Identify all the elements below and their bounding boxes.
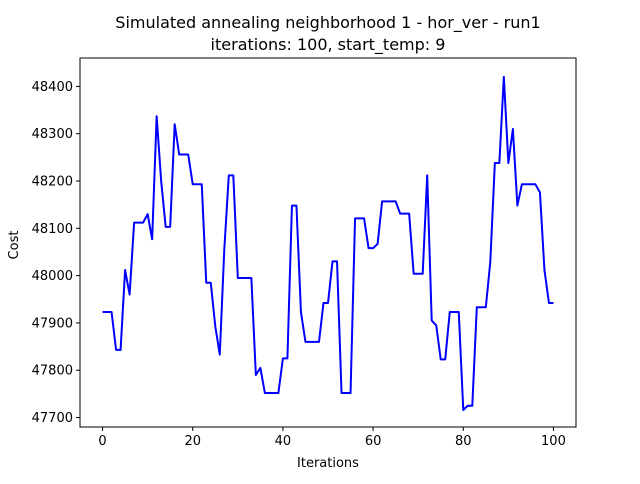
- y-tick-label: 48200: [32, 175, 73, 190]
- plot-frame: [79, 57, 577, 428]
- series-line: [102, 75, 554, 411]
- x-tick-label: 80: [455, 434, 472, 449]
- chart-subtitle: iterations: 100, start_temp: 9: [211, 35, 446, 55]
- x-tick-label: 20: [184, 434, 201, 449]
- x-tick-label: 0: [98, 434, 106, 449]
- y-tick-label: 47800: [32, 364, 73, 379]
- x-axis-label: Iterations: [297, 456, 359, 471]
- x-tick-label: 100: [541, 434, 566, 449]
- chart-title: Simulated annealing neighborhood 1 - hor…: [115, 13, 540, 33]
- y-axis-label: Cost: [7, 231, 22, 260]
- x-tick-label: 40: [275, 434, 292, 449]
- y-tick-label: 47700: [32, 411, 73, 426]
- y-tick-label: 48300: [32, 127, 73, 142]
- y-tick-label: 48000: [32, 269, 73, 284]
- y-tick-label: 47900: [32, 316, 73, 331]
- y-tick-label: 48400: [32, 80, 73, 95]
- y-tick-label: 48100: [32, 222, 73, 237]
- x-tick-label: 60: [365, 434, 382, 449]
- axis-ticks: 0 20 40 60 80 100 47700 47800 47900 48000 48100 482…: [32, 80, 566, 449]
